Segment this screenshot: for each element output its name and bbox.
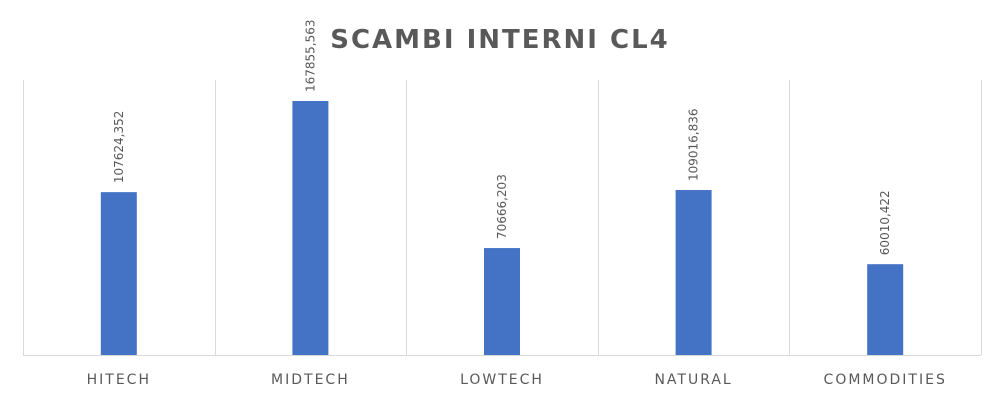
tick-label-natural: NATURAL — [654, 372, 732, 388]
tick-label-commodities: COMMODITIES — [824, 372, 947, 388]
data-label-natural: 109016,836 — [687, 109, 701, 182]
data-labels: 107624,352 167855,563 70666,203 109016,836 6… — [112, 19, 892, 255]
bar-commodities — [867, 264, 904, 355]
data-label-commodities: 60010,422 — [878, 190, 892, 255]
tick-label-hitech: HITECH — [87, 372, 151, 388]
bar-midtech — [292, 101, 329, 355]
data-label-lowtech: 70666,203 — [495, 174, 509, 239]
bars — [100, 101, 904, 355]
bar-lowtech — [484, 248, 520, 355]
x-axis-tick-labels: HITECH MIDTECH LOWTECH NATURAL COMMODITIES — [87, 372, 947, 388]
tick-label-midtech: MIDTECH — [271, 372, 350, 388]
bar-hitech — [100, 192, 137, 355]
category-separators — [23, 80, 982, 355]
bar-natural — [675, 190, 712, 355]
chart-title: SCAMBI INTERNI CL4 — [330, 25, 670, 55]
tick-label-lowtech: LOWTECH — [460, 372, 544, 388]
data-label-midtech: 167855,563 — [303, 19, 317, 92]
data-label-hitech: 107624,352 — [112, 111, 126, 184]
